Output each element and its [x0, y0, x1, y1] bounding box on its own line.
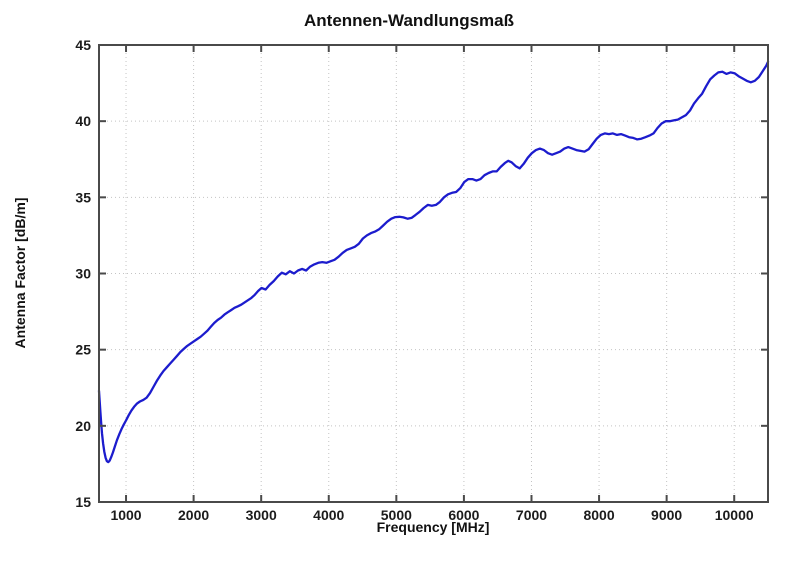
y-tick-label: 25 [75, 342, 91, 358]
y-tick-label: 20 [75, 418, 91, 434]
x-tick-label: 3000 [246, 507, 277, 523]
chart-title: Antennen-Wandlungsmaß [304, 11, 514, 30]
x-axis-label: Frequency [MHz] [376, 519, 490, 535]
x-tick-label: 7000 [516, 507, 547, 523]
x-tick-label: 2000 [178, 507, 209, 523]
antenna-factor-curve [97, 60, 770, 464]
y-tick-label: 35 [75, 189, 91, 205]
x-tick-label: 4000 [313, 507, 344, 523]
y-tick-label: 15 [75, 494, 91, 510]
x-tick-label: 1000 [110, 507, 141, 523]
y-tick-label: 45 [75, 37, 91, 53]
x-tick-label: 9000 [651, 507, 682, 523]
x-tick-label: 8000 [583, 507, 614, 523]
x-tick-label: 5000 [381, 507, 412, 523]
y-axis-label: Antenna Factor [dB/m] [12, 197, 28, 349]
y-tick-label: 40 [75, 113, 91, 129]
x-tick-label: 6000 [448, 507, 479, 523]
x-tick-label: 10000 [715, 507, 754, 523]
y-tick-label: 30 [75, 266, 91, 282]
